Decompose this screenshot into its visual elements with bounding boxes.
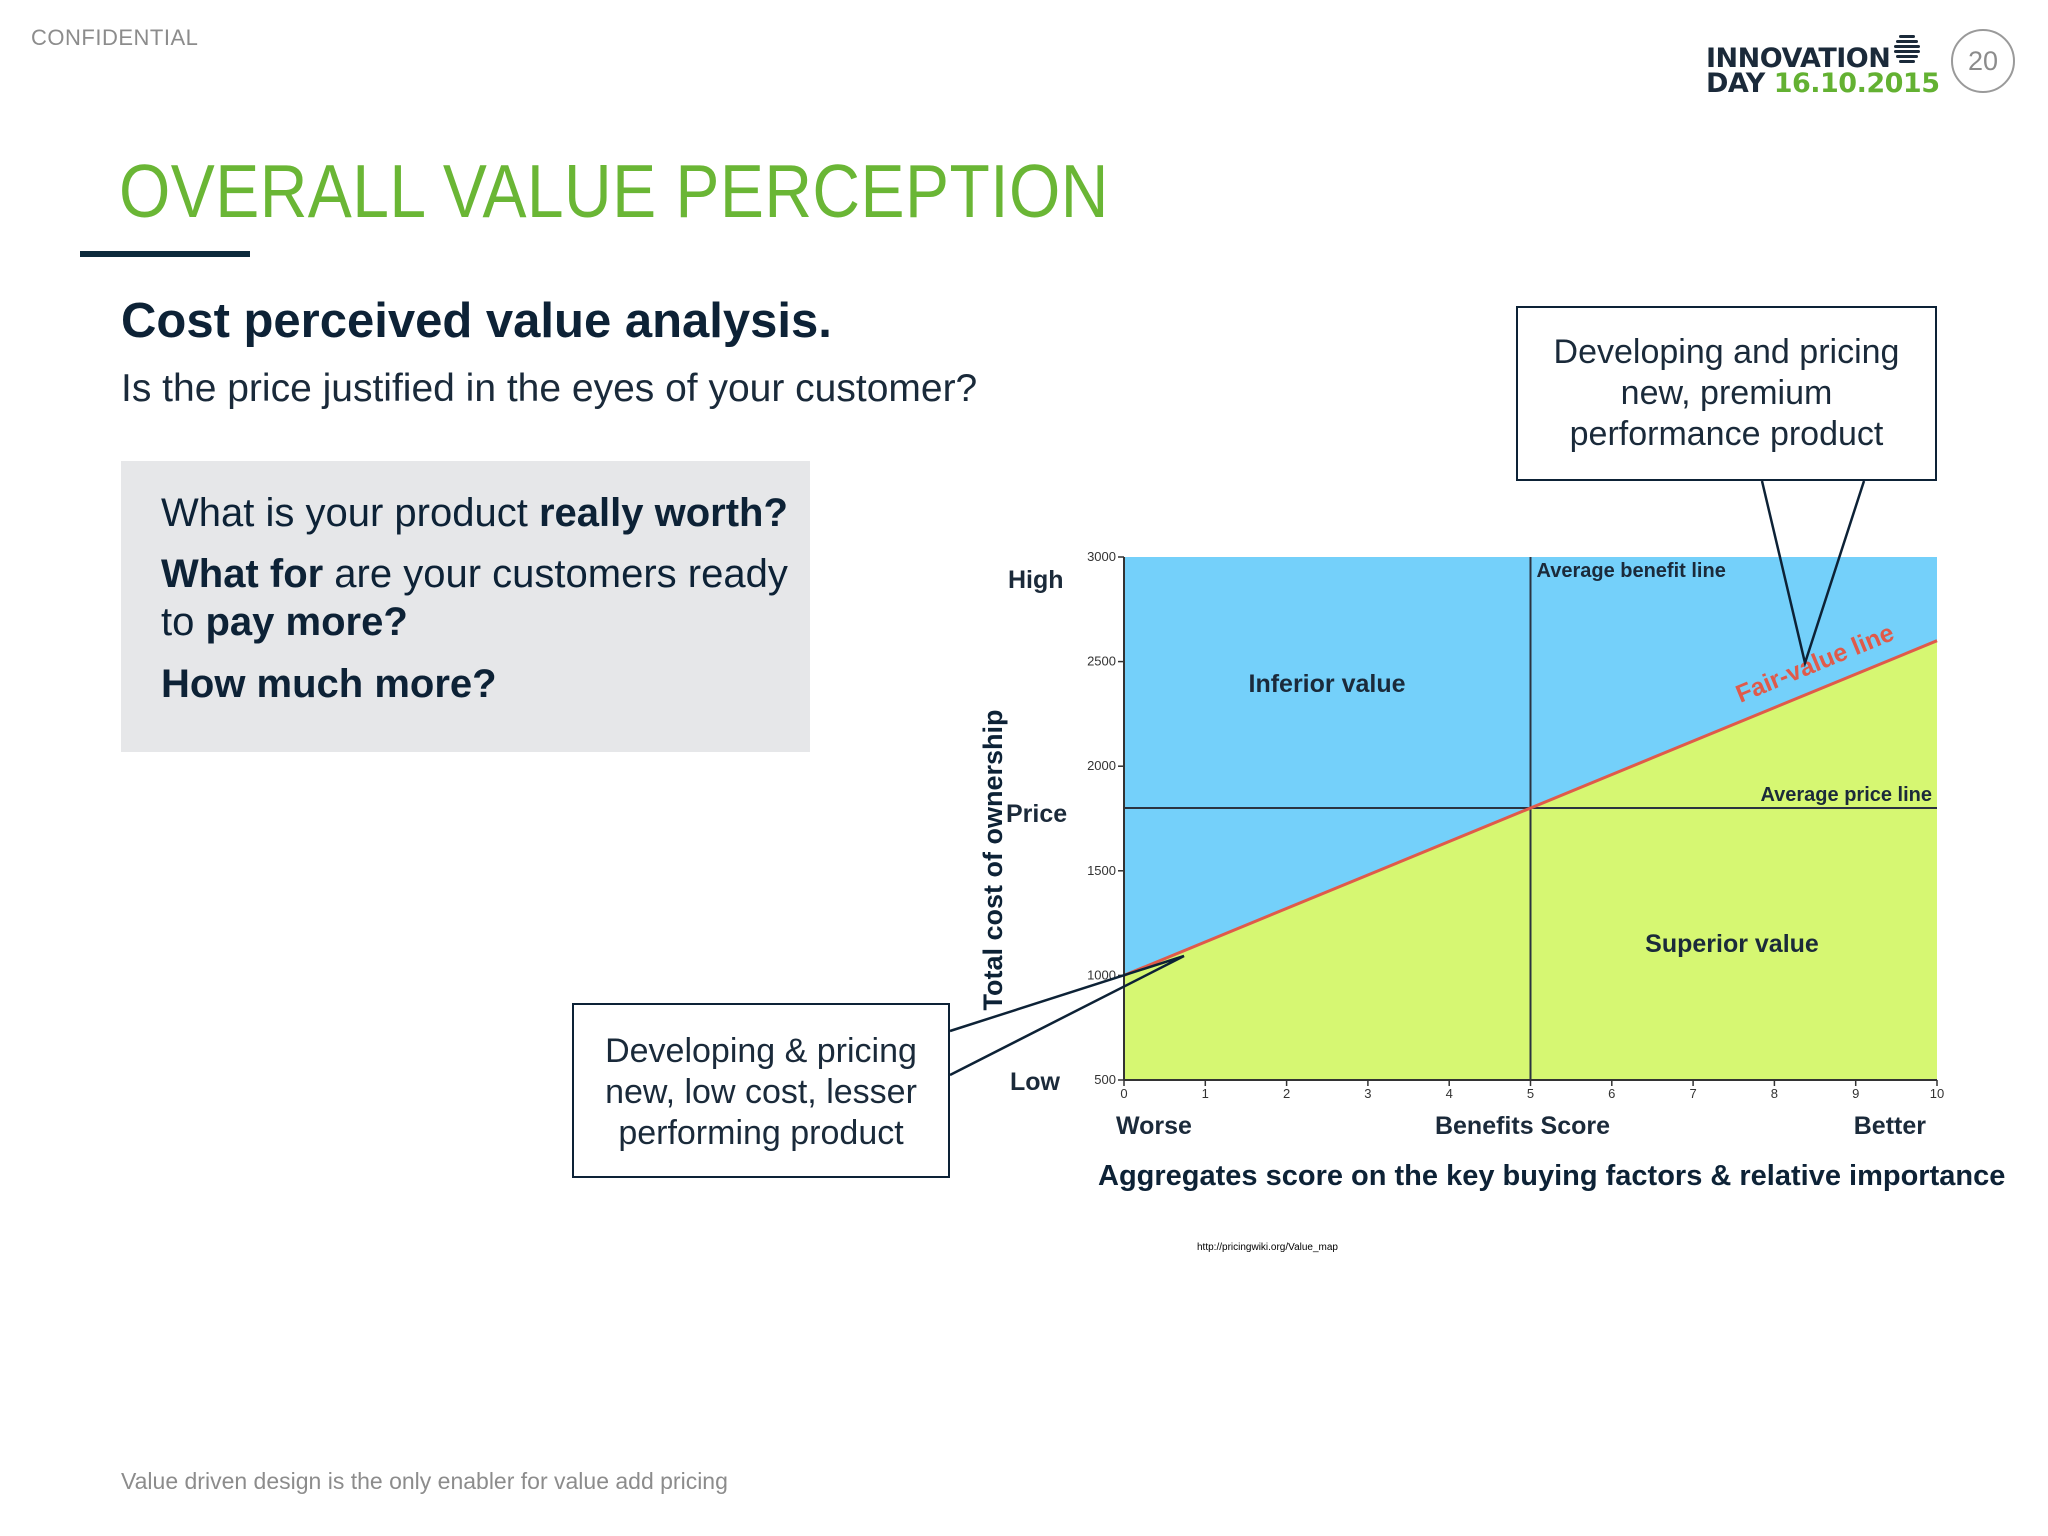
innovation-day-logo: INNOVATION DAY 16.10.2015	[1706, 43, 1940, 99]
x-tick-label: 10	[1930, 1086, 1944, 1101]
callout-top-line-3: performance product	[1569, 415, 1884, 453]
chart-axes: 0 1 2 3 4 5 6 7 8 9 10 500 1000 1500 2000 2500 3000	[1087, 549, 1944, 1101]
x-tick-label: 0	[1120, 1086, 1127, 1101]
callout-low-cost-product: Developing & pricing new, low cost, less…	[572, 1003, 950, 1178]
box-line-1-bold: really worth?	[538, 491, 788, 535]
x-tick-label: 8	[1771, 1086, 1778, 1101]
callout-bottom-pointer	[949, 954, 1185, 1077]
y-axis-title: Total cost of ownership	[978, 709, 1008, 1010]
x-tick-label: 3	[1364, 1086, 1371, 1101]
average-price-line-label: Average price line	[1760, 784, 1932, 806]
chart-reference-lines	[1123, 557, 1938, 1080]
subheading: Cost perceived value analysis.	[121, 294, 832, 348]
y-price-label: Price	[1006, 800, 1067, 828]
y-high-label: High	[1008, 566, 1064, 594]
superior-value-label: Superior value	[1645, 930, 1819, 958]
callout-premium-product: Developing and pricing new, premium perf…	[1516, 306, 1937, 481]
x-tick-label: 2	[1283, 1086, 1290, 1101]
globe-icon	[1894, 35, 1920, 63]
callout-bottom-line-1: Developing & pricing	[605, 1032, 917, 1070]
question-text: Is the price justified in the eyes of yo…	[121, 367, 978, 410]
x-tick-label: 7	[1689, 1086, 1696, 1101]
callout-top-pointer	[1760, 480, 1866, 668]
box-line-2-bold: What for	[161, 552, 324, 596]
logo-day: DAY	[1706, 68, 1765, 99]
chart-caption: Aggregates score on the key buying facto…	[1098, 1160, 2006, 1192]
y-tick-label: 1000	[1087, 967, 1116, 982]
y-tick-label: 2500	[1087, 654, 1116, 669]
x-tick-label: 9	[1852, 1086, 1859, 1101]
y-tick-label: 3000	[1087, 549, 1116, 564]
callout-bottom-line-2: new, low cost, lesser	[605, 1073, 917, 1111]
x-better-label: Better	[1854, 1112, 1927, 1140]
x-axis-title: Benefits Score	[1435, 1112, 1610, 1140]
box-line-4: How much more?	[161, 662, 497, 707]
page-number-badge: 20	[1951, 29, 2015, 93]
footer-note: Value driven design is the only enabler …	[121, 1468, 728, 1494]
box-line-3: to pay more?	[161, 600, 408, 645]
title-underline	[80, 251, 250, 257]
slide-title: OVERALL VALUE PERCEPTION	[119, 149, 1109, 233]
source-link[interactable]: http://pricingwiki.org/Value_map	[1197, 1242, 1338, 1253]
x-tick-label: 5	[1527, 1086, 1534, 1101]
y-low-label: Low	[1010, 1068, 1061, 1096]
average-benefit-line-label: Average benefit line	[1537, 560, 1726, 582]
logo-line2: DAY 16.10.2015	[1706, 68, 1940, 99]
callout-top-line-1: Developing and pricing	[1553, 333, 1900, 371]
box-line-2: What for are your customers ready	[161, 552, 788, 597]
fair-value-line	[1123, 639, 1938, 977]
confidential-label: CONFIDENTIAL	[31, 25, 199, 50]
key-questions-box	[121, 461, 810, 752]
logo-date: 16.10.2015	[1773, 68, 1940, 99]
callout-pointers	[949, 480, 1866, 1077]
x-tick-label: 4	[1446, 1086, 1453, 1101]
callout-bottom-line-3: performing product	[618, 1114, 904, 1152]
box-line-1: What is your product really worth?	[161, 491, 788, 536]
callout-top-line-2: new, premium	[1620, 374, 1833, 412]
box-line-2-text: are your customers ready	[323, 552, 788, 596]
x-tick-label: 6	[1608, 1086, 1615, 1101]
box-line-3-text: to	[161, 600, 206, 644]
logo-line1: INNOVATION	[1706, 43, 1891, 74]
y-tick-label: 500	[1094, 1072, 1116, 1087]
x-worse-label: Worse	[1116, 1112, 1192, 1140]
inferior-value-label: Inferior value	[1249, 670, 1406, 698]
box-line-1-text: What is your product	[161, 491, 539, 535]
box-line-4-bold: How much more?	[161, 662, 497, 706]
y-tick-label: 1500	[1087, 863, 1116, 878]
y-tick-label: 2000	[1087, 758, 1116, 773]
box-line-3-bold: pay more?	[205, 600, 408, 644]
x-tick-label: 1	[1202, 1086, 1209, 1101]
